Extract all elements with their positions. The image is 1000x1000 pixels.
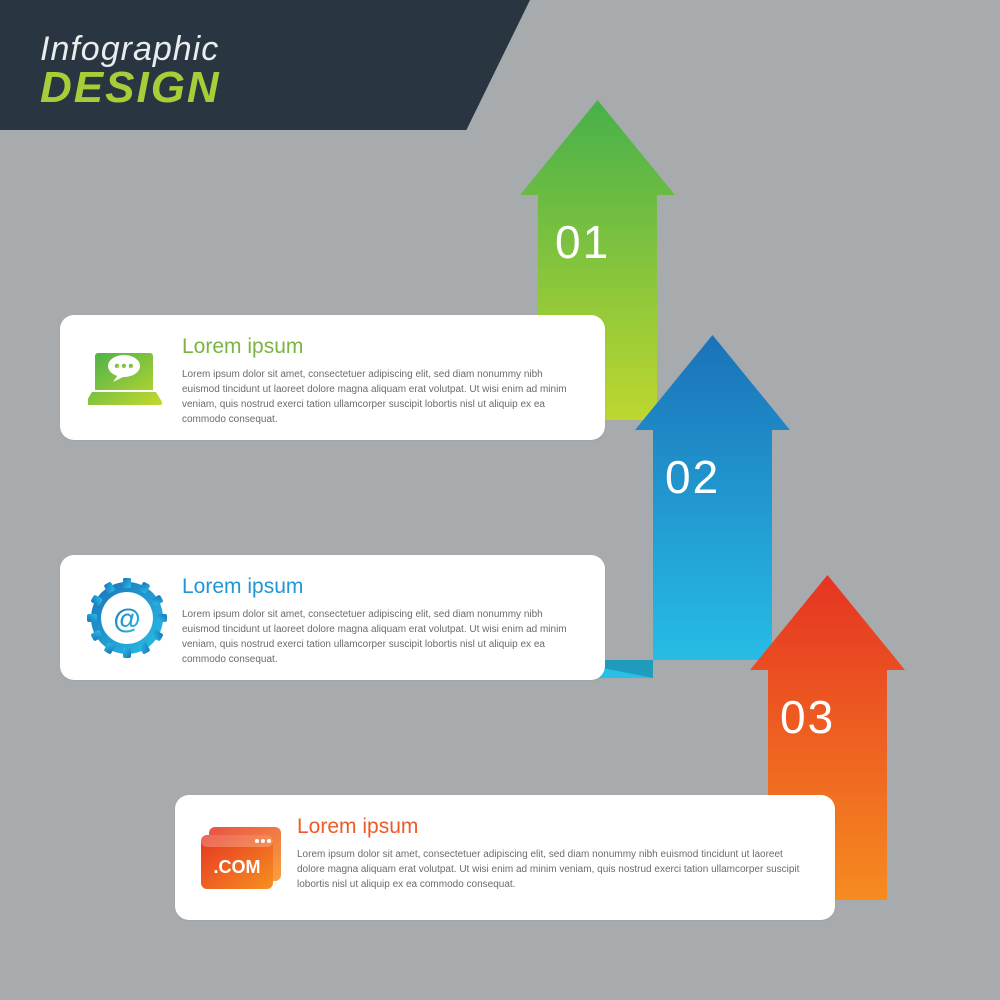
svg-text:.COM: .COM [214,857,261,877]
card-step-1: Lorem ipsum Lorem ipsum dolor sit amet, … [60,315,605,440]
header-banner: Infographic DESIGN [0,0,530,130]
gear-at-icon: @ [82,573,172,662]
card-body-2: Lorem ipsum dolor sit amet, consectetuer… [182,607,583,667]
step-number-2: 02 [665,450,720,504]
laptop-chat-icon [82,333,172,422]
card-body-3: Lorem ipsum dolor sit amet, consectetuer… [297,847,813,892]
step-number-3: 03 [780,690,835,744]
card-step-3: .COM Lorem ipsum Lorem ipsum dolor sit a… [175,795,835,920]
card-title-2: Lorem ipsum [182,575,583,599]
step-number-1: 01 [555,215,610,269]
card-body-1: Lorem ipsum dolor sit amet, consectetuer… [182,367,583,427]
card-step-2: @ Lorem ipsum Lorem ipsum dolor sit amet… [60,555,605,680]
svg-text:@: @ [113,603,140,634]
card-title-1: Lorem ipsum [182,335,583,359]
card-title-3: Lorem ipsum [297,815,813,839]
browser-com-icon: .COM [197,813,287,902]
header-title-line2: DESIGN [40,63,490,113]
